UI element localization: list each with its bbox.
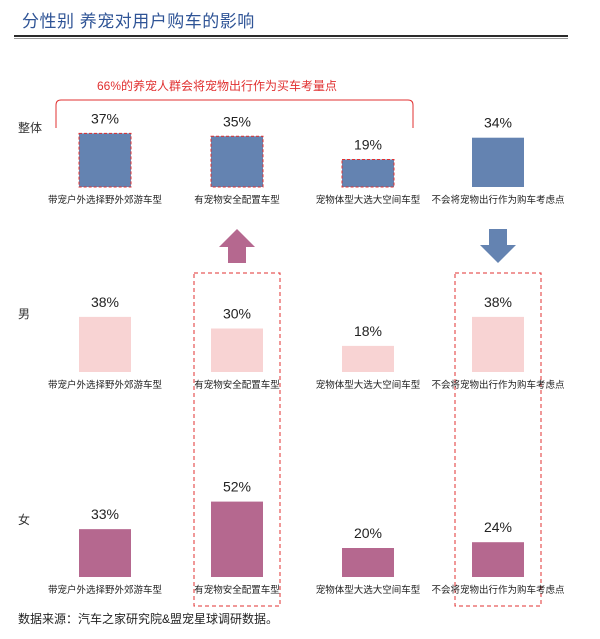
bar-female-0 bbox=[79, 529, 131, 577]
value-label-male-0: 38% bbox=[91, 294, 119, 310]
bar-overall-2 bbox=[341, 158, 395, 188]
category-label-overall-2: 宠物体型大选大空间车型 bbox=[316, 194, 421, 206]
category-label-overall-1: 有宠物安全配置车型 bbox=[194, 194, 280, 206]
row-label-female: 女 bbox=[18, 512, 30, 527]
row-female: 女 33% 带宠户外选择野外郊游车型 52% 有宠物安全配置车型 20% 宠物体型大选大空间… bbox=[18, 479, 565, 596]
arrow-down-icon bbox=[480, 229, 516, 263]
highlight-box-1 bbox=[454, 272, 542, 607]
bar-male-3 bbox=[472, 316, 524, 372]
category-label-male-3: 不会将宠物出行作为购车考虑点 bbox=[431, 379, 565, 391]
category-label-male-1: 有宠物安全配置车型 bbox=[194, 379, 280, 391]
category-label-female-1: 有宠物安全配置车型 bbox=[194, 584, 280, 596]
row-label-overall: 整体 bbox=[18, 120, 42, 135]
category-label-female-3: 不会将宠物出行作为购车考虑点 bbox=[431, 584, 565, 596]
row-male: 男 38% 带宠户外选择野外郊游车型 30% 有宠物安全配置车型 18% 宠物体型大选大空间… bbox=[18, 294, 565, 391]
bar-overall-0 bbox=[78, 132, 132, 188]
annotation-text: 66%的养宠人群会将宠物出行作为买车考量点 bbox=[97, 78, 337, 93]
value-label-female-0: 33% bbox=[91, 506, 119, 522]
title-rule bbox=[14, 35, 568, 37]
value-label-female-3: 24% bbox=[484, 519, 512, 535]
bar-male-1 bbox=[211, 328, 263, 372]
category-label-male-0: 带宠户外选择野外郊游车型 bbox=[48, 379, 163, 391]
category-label-male-2: 宠物体型大选大空间车型 bbox=[316, 379, 421, 391]
category-label-female-2: 宠物体型大选大空间车型 bbox=[316, 584, 421, 596]
bar-female-1 bbox=[211, 501, 263, 577]
bar-female-3 bbox=[472, 542, 524, 577]
category-label-overall-0: 带宠户外选择野外郊游车型 bbox=[48, 194, 163, 206]
arrow-up-icon bbox=[219, 229, 255, 263]
bar-overall-3 bbox=[472, 137, 524, 187]
title-rule-thin bbox=[14, 38, 568, 39]
bar-female-2 bbox=[342, 548, 394, 577]
bar-overall-1 bbox=[210, 135, 264, 188]
value-label-female-2: 20% bbox=[354, 525, 382, 541]
data-source: 数据来源：汽车之家研究院&盟宠星球调研数据。 bbox=[18, 612, 279, 626]
page-title: 分性别 养宠对用户购车的影响 bbox=[22, 12, 255, 31]
bar-male-2 bbox=[342, 345, 394, 372]
value-label-overall-0: 37% bbox=[91, 110, 119, 126]
row-label-male: 男 bbox=[18, 307, 30, 321]
annotation-bracket bbox=[55, 99, 414, 128]
value-label-overall-1: 35% bbox=[223, 113, 251, 129]
category-label-overall-3: 不会将宠物出行作为购车考虑点 bbox=[431, 194, 565, 206]
category-label-female-0: 带宠户外选择野外郊游车型 bbox=[48, 584, 163, 596]
value-label-male-3: 38% bbox=[484, 294, 512, 310]
value-label-male-2: 18% bbox=[354, 323, 382, 339]
value-label-female-1: 52% bbox=[223, 479, 251, 495]
value-label-male-1: 30% bbox=[223, 306, 251, 322]
value-label-overall-2: 19% bbox=[354, 136, 382, 152]
highlight-box-0 bbox=[193, 272, 281, 607]
row-overall: 整体 37% 带宠户外选择野外郊游车型 35% 有宠物安全配置车型 19% 宠物体型大选大空… bbox=[18, 110, 565, 206]
value-label-overall-3: 34% bbox=[484, 115, 512, 131]
bar-male-0 bbox=[79, 316, 131, 372]
